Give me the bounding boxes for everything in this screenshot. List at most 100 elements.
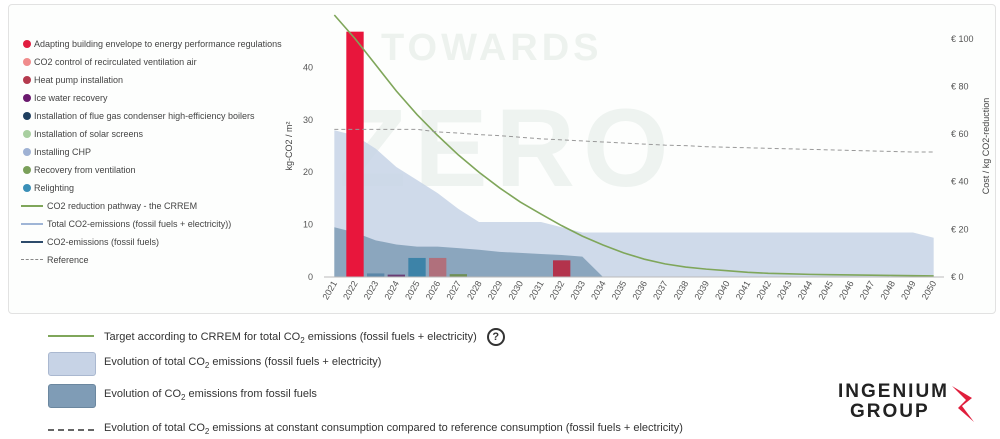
y2-axis-label: Cost / kg CO2-reduction [981,98,991,195]
x-tick-label: 2044 [796,279,815,301]
legend-item[interactable]: Installing CHP [21,143,301,161]
y-tick-label: 20 [303,167,313,177]
legend-line-icon [48,335,94,337]
legend-dot-icon [23,148,31,156]
x-tick-label: 2048 [878,279,897,301]
x-tick-label: 2041 [734,279,753,301]
x-tick-label: 2049 [899,279,918,301]
y2-tick-label: € 0 [951,272,964,282]
x-tick-label: 2028 [465,279,484,301]
logo-mark-icon [952,386,974,422]
bar-2023 [366,273,385,277]
legend-item[interactable]: Adapting building envelope to energy per… [21,35,301,53]
bottom-legend-label: Evolution of total CO2 emissions (fossil… [104,356,381,371]
x-tick-label: 2033 [568,279,587,301]
legend-item[interactable]: Heat pump installation [21,71,301,89]
bottom-legend-item: Evolution of total CO2 emissions at cons… [48,422,683,436]
chart-legend: Adapting building envelope to energy per… [21,35,301,269]
x-tick-label: 2035 [610,279,629,301]
legend-item[interactable]: CO2-emissions (fossil fuels) [21,233,301,251]
legend-dot-icon [23,112,31,120]
legend-dot-icon [23,58,31,66]
label-text: Evolution of total CO [104,356,205,368]
legend-swatch-icon [48,352,96,376]
legend-swatch-icon [48,384,96,408]
legend-dot-icon [23,184,31,192]
legend-line-icon [21,241,43,243]
chart-panel: TOWARDS ZERO Adapting building envelope … [8,4,996,314]
legend-item[interactable]: Relighting [21,179,301,197]
x-tick-label: 2042 [754,279,773,301]
y-tick-label: 30 [303,115,313,125]
legend-label: CO2 reduction pathway - the CRREM [47,201,198,211]
y2-tick-label: € 20 [951,224,969,234]
x-tick-label: 2022 [341,279,360,301]
x-tick-label: 2039 [692,279,711,301]
label-subscript: 2 [204,361,210,371]
x-tick-label: 2029 [486,279,505,301]
x-tick-label: 2027 [444,279,463,301]
bottom-legend-label: Evolution of total CO2 emissions at cons… [104,422,683,437]
legend-label: CO2 control of recirculated ventilation … [34,57,197,67]
y2-tick-label: € 60 [951,129,969,139]
legend-item[interactable]: CO2 reduction pathway - the CRREM [21,197,301,215]
bottom-legend-item: Target according to CRREM for total CO2 … [48,328,505,346]
legend-dot-icon [23,130,31,138]
y2-tick-label: € 80 [951,81,969,91]
legend-line-icon [48,429,94,431]
x-tick-label: 2025 [403,279,422,301]
x-tick-label: 2030 [506,279,525,301]
ingenium-group-logo: INGENIUM GROUP [838,382,978,422]
logo-line1: INGENIUM [838,381,949,402]
legend-item[interactable]: Installation of solar screens [21,125,301,143]
bottom-legend-item: Evolution of total CO2 emissions (fossil… [48,352,381,376]
legend-dot-icon [23,94,31,102]
help-icon[interactable]: ? [486,328,505,346]
bar-2032 [552,260,571,277]
legend-label: Heat pump installation [34,75,124,85]
legend-line-icon [21,259,43,260]
legend-item[interactable]: Recovery from ventilation [21,161,301,179]
y2-tick-label: € 100 [951,34,974,44]
bottom-legend-item: Evolution of CO2 emissions from fossil f… [48,384,317,408]
area-series [334,130,934,277]
x-tick-label: 2046 [837,279,856,301]
legend-dot-icon [23,40,31,48]
area-series [334,227,603,277]
legend-item[interactable]: Installation of flue gas condenser high-… [21,107,301,125]
x-tick-label: 2038 [672,279,691,301]
legend-line-icon [21,205,43,207]
label-text: emissions at constant consumption compar… [209,422,683,434]
y-tick-label: 10 [303,220,313,230]
legend-label: CO2-emissions (fossil fuels) [47,237,160,247]
label-subscript: 2 [204,427,210,437]
legend-item[interactable]: Total CO2-emissions (fossil fuels + elec… [21,215,301,233]
legend-item[interactable]: CO2 control of recirculated ventilation … [21,53,301,71]
legend-item[interactable]: Ice water recovery [21,89,301,107]
legend-dot-icon [23,166,31,174]
legend-label: Ice water recovery [34,93,108,103]
label-text: Target according to CRREM for total CO [104,330,301,343]
x-tick-label: 2032 [548,279,567,301]
y2-tick-label: € 40 [951,177,969,187]
label-subscript: 2 [181,393,186,403]
legend-dot-icon [23,76,31,84]
legend-label: Installation of solar screens [34,129,144,139]
reference-line [334,128,934,153]
x-tick-label: 2031 [527,279,546,301]
legend-label: Reference [47,255,89,265]
x-tick-label: 2036 [630,279,649,301]
x-tick-label: 2037 [651,279,670,301]
bottom-legend-label: Evolution of CO2 emissions from fossil f… [104,388,317,403]
legend-label: Recovery from ventilation [34,165,136,175]
x-tick-label: 2024 [382,279,401,301]
x-tick-label: 2026 [424,279,443,301]
legend-item[interactable]: Reference [21,251,301,269]
label-text: emissions from fossil fuels [185,388,317,400]
bar-2024 [387,274,406,277]
x-tick-label: 2043 [775,279,794,301]
legend-line-icon [21,223,43,225]
x-tick-label: 2034 [589,279,608,301]
logo-line2: GROUP [850,401,930,422]
